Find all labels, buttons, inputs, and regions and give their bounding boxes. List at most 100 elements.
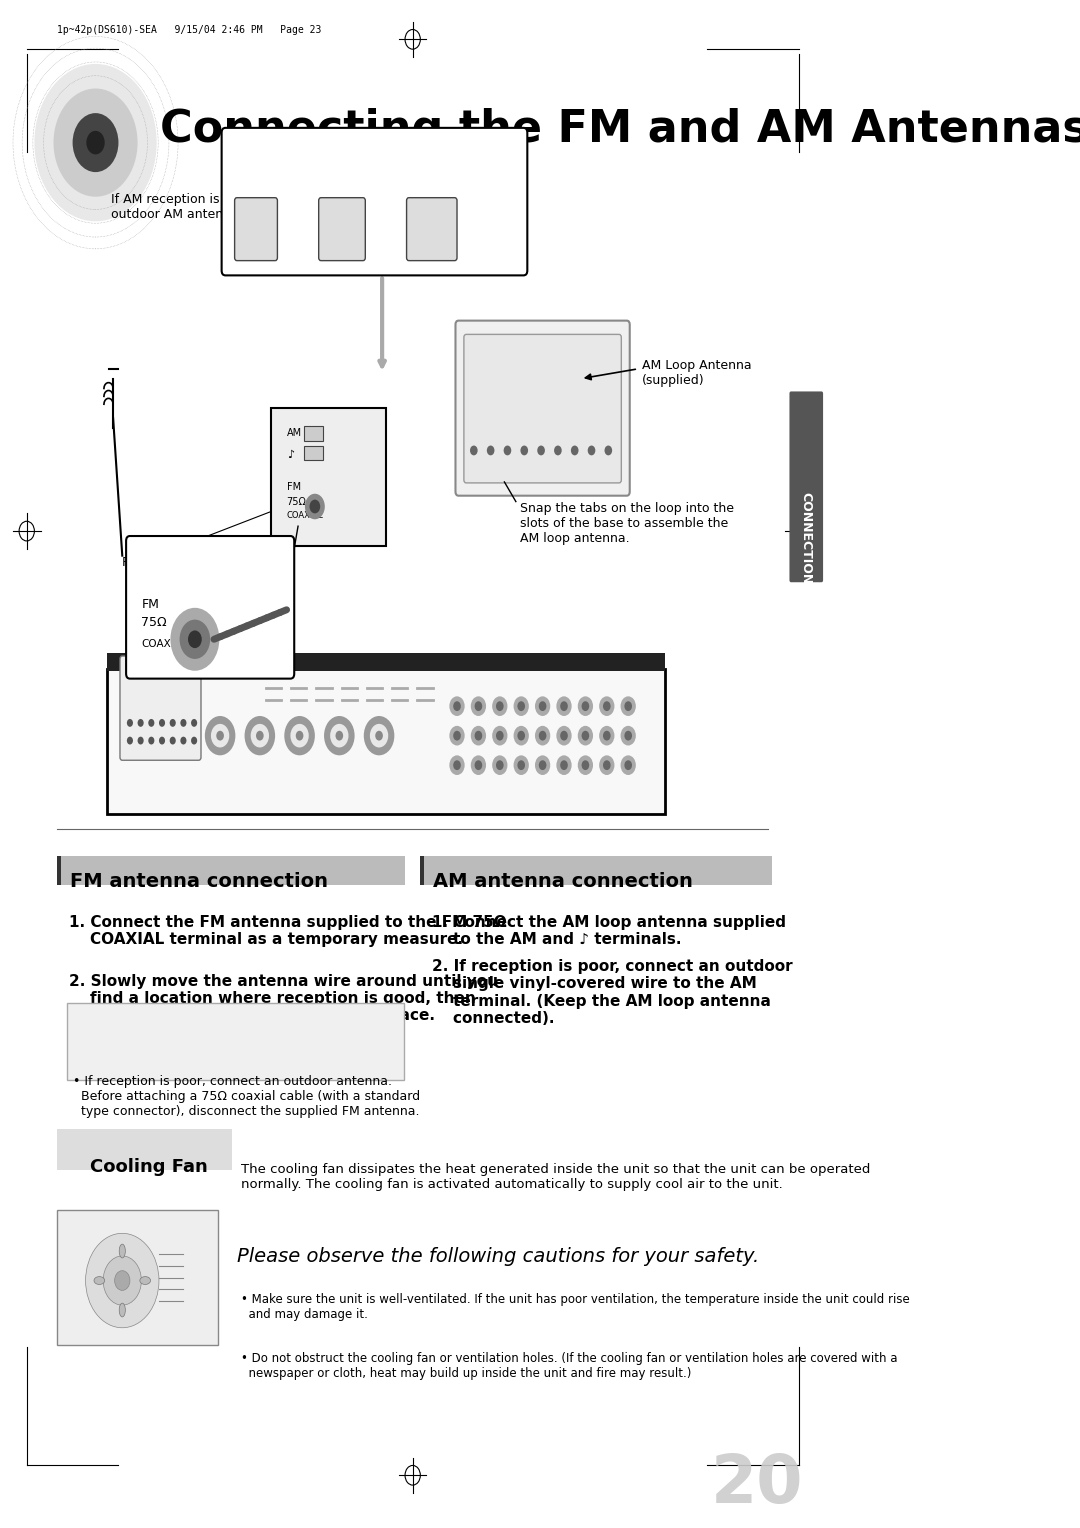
Text: Cooling Fan: Cooling Fan bbox=[90, 1158, 208, 1175]
Circle shape bbox=[561, 701, 568, 711]
Circle shape bbox=[539, 761, 546, 770]
Circle shape bbox=[188, 631, 202, 648]
FancyBboxPatch shape bbox=[234, 197, 278, 261]
Circle shape bbox=[191, 720, 198, 727]
Text: 2: 2 bbox=[338, 197, 352, 215]
Circle shape bbox=[104, 1256, 141, 1305]
Circle shape bbox=[330, 724, 349, 747]
Ellipse shape bbox=[139, 1276, 150, 1285]
Circle shape bbox=[449, 755, 464, 775]
Circle shape bbox=[578, 726, 593, 746]
Circle shape bbox=[556, 697, 571, 717]
Circle shape bbox=[535, 697, 550, 717]
Circle shape bbox=[603, 701, 610, 711]
FancyBboxPatch shape bbox=[789, 391, 823, 582]
Circle shape bbox=[487, 446, 495, 455]
FancyBboxPatch shape bbox=[319, 197, 365, 261]
FancyBboxPatch shape bbox=[221, 128, 527, 275]
Text: 1. Connect the FM antenna supplied to the FM 75Ω
    COAXIAL terminal as a tempo: 1. Connect the FM antenna supplied to th… bbox=[69, 915, 507, 947]
Circle shape bbox=[624, 730, 632, 741]
Circle shape bbox=[599, 726, 615, 746]
Circle shape bbox=[571, 446, 579, 455]
Circle shape bbox=[561, 730, 568, 741]
Circle shape bbox=[470, 446, 477, 455]
Circle shape bbox=[159, 720, 165, 727]
Circle shape bbox=[179, 620, 211, 659]
FancyBboxPatch shape bbox=[271, 408, 386, 545]
Circle shape bbox=[35, 64, 157, 222]
Circle shape bbox=[514, 726, 529, 746]
Text: CONNECTIONS: CONNECTIONS bbox=[800, 492, 813, 593]
Circle shape bbox=[364, 717, 394, 755]
Circle shape bbox=[556, 726, 571, 746]
Circle shape bbox=[369, 724, 388, 747]
FancyBboxPatch shape bbox=[464, 335, 621, 483]
Text: FM: FM bbox=[286, 481, 300, 492]
Text: 20: 20 bbox=[711, 1450, 802, 1517]
Text: 2. If reception is poor, connect an outdoor
    single vinyl-covered wire to the: 2. If reception is poor, connect an outd… bbox=[432, 960, 793, 1027]
Circle shape bbox=[251, 724, 269, 747]
Circle shape bbox=[244, 717, 275, 755]
Circle shape bbox=[599, 697, 615, 717]
Circle shape bbox=[554, 446, 562, 455]
Circle shape bbox=[492, 697, 508, 717]
Circle shape bbox=[454, 761, 461, 770]
Circle shape bbox=[578, 755, 593, 775]
Circle shape bbox=[539, 701, 546, 711]
Circle shape bbox=[471, 755, 486, 775]
Ellipse shape bbox=[119, 1303, 125, 1317]
Circle shape bbox=[514, 697, 529, 717]
Text: Snap the tabs on the loop into the
slots of the base to assemble the
AM loop ant: Snap the tabs on the loop into the slots… bbox=[519, 501, 733, 544]
Circle shape bbox=[599, 755, 615, 775]
Ellipse shape bbox=[94, 1276, 105, 1285]
Circle shape bbox=[85, 1233, 159, 1328]
Circle shape bbox=[180, 720, 187, 727]
Circle shape bbox=[496, 701, 503, 711]
Bar bbox=[67, 1004, 404, 1080]
Circle shape bbox=[54, 89, 137, 197]
Circle shape bbox=[375, 730, 383, 741]
Circle shape bbox=[539, 730, 546, 741]
Circle shape bbox=[148, 736, 154, 744]
Text: 75Ω: 75Ω bbox=[141, 616, 167, 628]
Circle shape bbox=[137, 720, 144, 727]
Text: FM antenna connection: FM antenna connection bbox=[70, 872, 328, 891]
Circle shape bbox=[454, 701, 461, 711]
Text: • Make sure the unit is well-ventilated. If the unit has poor ventilation, the t: • Make sure the unit is well-ventilated.… bbox=[241, 1293, 909, 1322]
Text: 2. Slowly move the antenna wire around until you
    find a location where recep: 2. Slowly move the antenna wire around u… bbox=[69, 973, 498, 1024]
Text: 3: 3 bbox=[427, 197, 440, 215]
Ellipse shape bbox=[119, 1244, 125, 1258]
Text: Please observe the following cautions for your safety.: Please observe the following cautions fo… bbox=[237, 1247, 759, 1267]
Circle shape bbox=[126, 720, 133, 727]
Circle shape bbox=[126, 736, 133, 744]
Circle shape bbox=[284, 717, 315, 755]
Circle shape bbox=[588, 446, 595, 455]
Circle shape bbox=[159, 736, 165, 744]
Circle shape bbox=[514, 755, 529, 775]
Circle shape bbox=[310, 500, 320, 513]
Circle shape bbox=[148, 720, 154, 727]
Text: FM: FM bbox=[141, 597, 159, 611]
Circle shape bbox=[324, 717, 354, 755]
Circle shape bbox=[582, 701, 590, 711]
Bar bbox=[420, 856, 424, 885]
Circle shape bbox=[474, 730, 483, 741]
Bar bbox=[57, 1129, 231, 1170]
Circle shape bbox=[474, 701, 483, 711]
Circle shape bbox=[471, 726, 486, 746]
Circle shape bbox=[537, 446, 545, 455]
Bar bbox=[57, 856, 62, 885]
Circle shape bbox=[496, 761, 503, 770]
Circle shape bbox=[211, 724, 229, 747]
Circle shape bbox=[582, 730, 590, 741]
Circle shape bbox=[503, 446, 511, 455]
Circle shape bbox=[556, 755, 571, 775]
Circle shape bbox=[205, 717, 235, 755]
Circle shape bbox=[517, 761, 525, 770]
Text: AM antenna connection: AM antenna connection bbox=[433, 872, 693, 891]
Circle shape bbox=[621, 755, 636, 775]
Circle shape bbox=[624, 761, 632, 770]
Bar bbox=[420, 856, 772, 885]
Circle shape bbox=[191, 736, 198, 744]
Circle shape bbox=[256, 730, 264, 741]
